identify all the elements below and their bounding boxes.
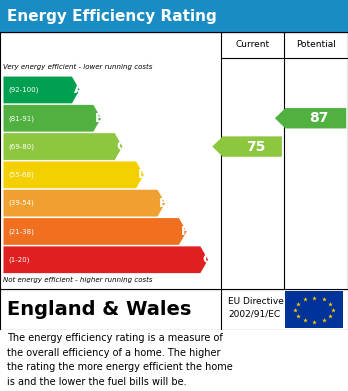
Polygon shape xyxy=(3,218,187,245)
Text: Very energy efficient - lower running costs: Very energy efficient - lower running co… xyxy=(3,64,153,70)
Text: The energy efficiency rating is a measure of
the overall efficiency of a home. T: The energy efficiency rating is a measur… xyxy=(7,333,233,387)
Text: D: D xyxy=(138,169,148,181)
Text: Not energy efficient - higher running costs: Not energy efficient - higher running co… xyxy=(3,277,153,283)
Text: E: E xyxy=(159,197,168,210)
Text: (69-80): (69-80) xyxy=(9,143,35,150)
Text: C: C xyxy=(117,140,126,153)
Polygon shape xyxy=(3,105,101,132)
Text: B: B xyxy=(95,112,105,125)
Text: A: A xyxy=(74,83,83,97)
Text: 75: 75 xyxy=(246,140,266,154)
Text: (55-68): (55-68) xyxy=(9,172,34,178)
Text: F: F xyxy=(181,225,189,238)
Polygon shape xyxy=(212,136,282,157)
Text: 87: 87 xyxy=(310,111,329,125)
Text: EU Directive
2002/91/EC: EU Directive 2002/91/EC xyxy=(228,297,284,319)
Text: Energy Efficiency Rating: Energy Efficiency Rating xyxy=(7,9,217,23)
Text: Current: Current xyxy=(235,40,269,49)
Text: (1-20): (1-20) xyxy=(9,256,30,263)
Text: G: G xyxy=(202,253,212,266)
Text: (21-38): (21-38) xyxy=(9,228,34,235)
Polygon shape xyxy=(3,133,122,160)
Polygon shape xyxy=(3,190,165,217)
Text: (92-100): (92-100) xyxy=(9,87,39,93)
Polygon shape xyxy=(3,246,208,273)
Polygon shape xyxy=(3,77,80,103)
Polygon shape xyxy=(3,161,144,188)
Text: England & Wales: England & Wales xyxy=(7,300,191,319)
Text: (39-54): (39-54) xyxy=(9,200,34,206)
Polygon shape xyxy=(275,108,346,128)
Text: Potential: Potential xyxy=(296,40,336,49)
Text: (81-91): (81-91) xyxy=(9,115,35,122)
